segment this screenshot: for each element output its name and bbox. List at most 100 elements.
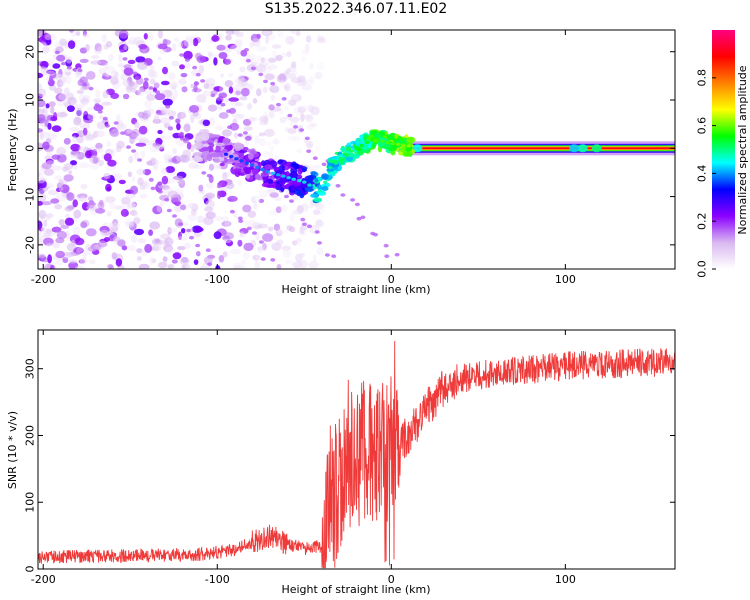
spectrogram-noise-blob [167,227,172,235]
spectrogram-noise-blob [109,129,119,137]
spectrogram-noise-blob [120,208,129,217]
spectrogram-noise-blob [305,78,316,86]
x-tick-label: -100 [205,273,230,286]
spectrogram-noise-blob [240,77,246,86]
spectrogram-noise-blob [114,71,119,79]
spectrogram-frame [37,29,676,270]
spectrogram-noise-blob [222,235,231,241]
spectrogram-noise-blob [64,75,72,84]
spectrogram-noise-blob [157,129,163,135]
spectrogram-track-core [343,153,349,157]
spectrogram-noise-blob [81,101,88,106]
spectrogram-noise-blob [292,209,303,215]
spectrogram-noise-blob [247,103,253,110]
spectrogram-noise-blob [177,235,189,241]
spectrogram-track-blob [310,193,319,198]
spectrogram-track-blob [245,173,250,179]
spectrogram-noise-blob [171,259,178,264]
spectrogram-noise-blob [78,259,86,264]
spectrogram-noise-streak [335,184,341,188]
spectrogram-noise-streak [270,258,276,262]
spectrogram-track-blob [276,183,281,188]
spectrogram-noise-blob [286,72,297,80]
spectrogram-noise-blob [273,223,281,231]
spectrogram-noise-blob [152,205,163,215]
spectrogram-noise-blob [138,43,148,50]
spectrogram-noise-blob [130,185,138,195]
spectrogram-noise-blob [152,165,159,171]
spectrogram-noise-blob [189,105,200,113]
spectrogram-noise-blob [236,113,245,119]
spectrogram-noise-blob [290,95,298,101]
spectrogram-track-blob [210,152,221,158]
spectrogram-noise-blob [192,37,199,47]
spectrogram-noise-blob [180,40,189,49]
spectrogram-noise-blob [240,87,250,97]
spectrogram-noise-blob [179,154,191,163]
spectrogram-noise-blob [255,254,260,260]
spectrogram-track-core [302,180,307,184]
spectrogram-noise-blob [225,34,232,41]
snr-panel: -200 -100 0 100 0 100 200 300 Height of straig… [6,329,676,596]
spectrogram-noise-blob [97,240,108,248]
colorbar-ticks: 0.0 0.2 0.4 0.6 0.8 [696,69,716,278]
spectrogram-noise-blob [63,174,74,182]
spectrogram-noise-streak [143,77,149,82]
spectrogram-noise-blob [172,252,182,260]
snr-frame [37,329,676,570]
spectrogram-noise-streak [132,71,138,76]
spectrogram-noise-blob [108,53,114,62]
spectrogram-noise-blob [200,98,207,104]
spectrogram-noise-blob [184,61,191,69]
spectrogram-noise-blob [38,235,41,243]
spectrogram-noise-blob [118,179,126,185]
spectrogram-noise-blob [59,38,68,46]
spectrogram-noise-blob [148,229,154,236]
spectrogram-noise-blob [181,86,188,93]
spectrogram-noise-blob [234,39,243,47]
spectrogram-track-core [406,144,411,148]
spectrogram-noise-blob [189,202,198,210]
spectrogram-noise-blob [276,30,284,38]
spectrogram-noise-blob [55,250,65,259]
spectrogram-noise-blob [252,194,261,203]
spectrogram-noise-blob [88,259,96,265]
spectrogram-noise-blob [125,219,135,228]
spectrogram-noise-blob [150,145,160,153]
spectrogram-noise-blob [171,43,177,52]
spectrogram-noise-blob [299,259,308,269]
spectrogram-noise-blob [138,137,149,144]
spectrogram-noise-blob [242,118,252,126]
spectrogram-noise-blob [306,140,314,149]
spectrogram-noise-streak [192,65,198,70]
spectrogram-noise-blob [167,190,179,199]
spectrogram-noise-streak [166,208,172,213]
spectrogram-noise-blob [272,50,277,58]
spectrogram-noise-blob [286,225,293,231]
spectrogram-track-blob [340,147,346,151]
spectrogram-track-core [354,146,359,150]
spectrogram-noise-blob [196,251,201,257]
spectrogram-noise-blob [66,105,75,112]
spectrogram-noise-blob [87,246,98,252]
spectrogram-noise-blob [95,142,103,150]
spectrogram-noise-blob [51,226,62,233]
spectrogram-noise-blob [89,163,100,170]
spectrogram-noise-blob [180,204,187,211]
spectrogram-noise-blob [297,106,307,114]
spectrogram-noise-blob [240,260,247,265]
spectrogram-noise-blob [213,57,218,66]
spectrogram-noise-blob [38,128,44,133]
spectrogram-noise-blob [267,64,278,70]
spectrogram-noise-blob [90,60,102,65]
spectrogram-noise-blob [239,66,246,73]
spectrogram-noise-blob [116,123,128,130]
spectrogram-noise-blob [250,196,256,203]
spectrogram-track-blob [194,157,204,163]
spectrogram-noise-blob [290,136,301,142]
spectrogram-noise-blob [105,41,113,48]
spectrogram-noise-blob [258,62,269,67]
spectrogram-track-blob [314,178,319,183]
spectrogram-noise-blob [265,35,269,44]
spectrogram-noise-blob [137,87,145,97]
